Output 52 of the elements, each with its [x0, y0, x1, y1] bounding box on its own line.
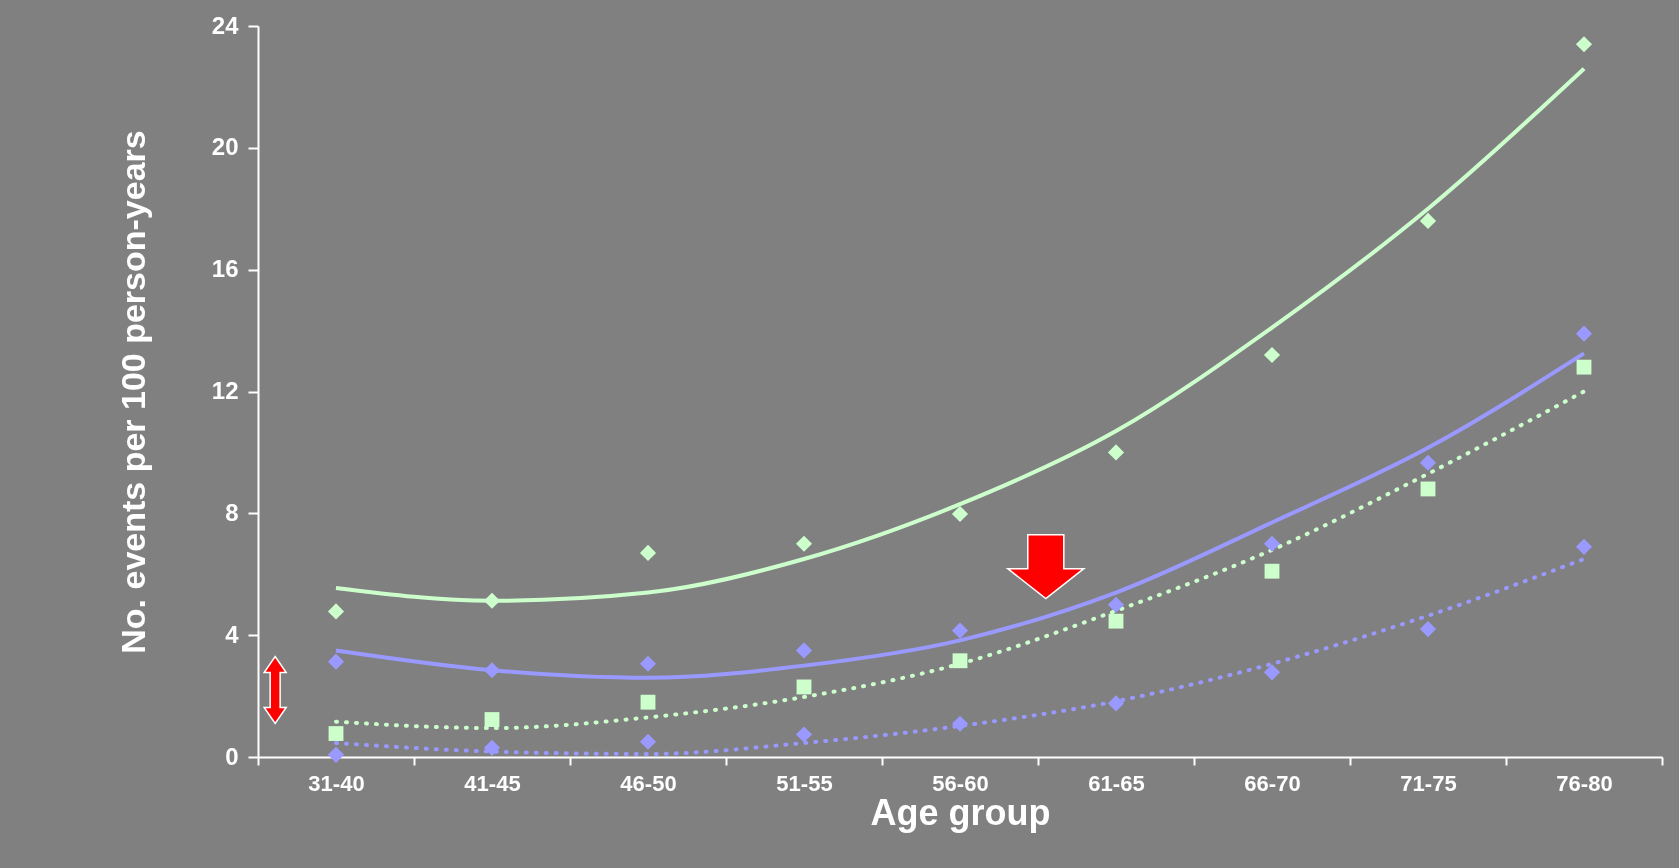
y-tick-label: 4 — [225, 620, 240, 648]
point — [951, 715, 969, 732]
line-series — [334, 389, 1586, 731]
y-tick-label: 8 — [225, 498, 239, 526]
y-tick-label: 12 — [211, 377, 239, 404]
point — [1575, 325, 1593, 342]
point — [639, 655, 657, 672]
x-tick-label: 51-55 — [776, 770, 833, 796]
point — [795, 535, 813, 552]
point — [483, 592, 501, 609]
point — [1419, 212, 1437, 229]
point — [1263, 535, 1281, 552]
point — [484, 712, 500, 727]
line-series — [334, 351, 1586, 680]
point — [1576, 359, 1592, 375]
point — [1263, 664, 1281, 681]
point — [1107, 695, 1125, 712]
point — [795, 726, 813, 743]
y-tick-label: 16 — [211, 255, 239, 283]
point — [1419, 454, 1437, 471]
y-tick-label: 0 — [225, 742, 239, 770]
point — [483, 662, 501, 679]
point — [795, 642, 813, 659]
point — [640, 694, 656, 710]
x-tick-label: 76-80 — [1556, 770, 1613, 796]
point — [1575, 36, 1593, 53]
x-tick-label: 66-70 — [1244, 770, 1301, 796]
x-tick-label: 61-65 — [1088, 770, 1145, 796]
point — [639, 544, 657, 561]
point — [1264, 563, 1280, 579]
point — [327, 746, 345, 763]
point — [1107, 444, 1125, 461]
point — [1263, 346, 1281, 364]
point — [1107, 596, 1125, 613]
y-tick-label: 24 — [211, 11, 240, 39]
y-tick-label: 20 — [211, 133, 239, 161]
point — [1108, 613, 1124, 629]
x-tick-label: 41-45 — [464, 770, 521, 796]
x-tick-label: 71-75 — [1400, 770, 1457, 796]
point — [1575, 538, 1593, 555]
point — [1419, 621, 1437, 638]
x-tick-label: 31-40 — [308, 770, 365, 796]
x-tick-label: 46-50 — [620, 770, 677, 796]
point — [952, 653, 968, 669]
point — [328, 726, 344, 741]
point — [483, 739, 501, 756]
point — [951, 505, 969, 522]
point — [639, 733, 657, 750]
y-axis-title: No. events per 100 person-years — [113, 130, 152, 654]
point — [327, 653, 345, 670]
point — [951, 622, 969, 639]
point — [327, 603, 345, 620]
